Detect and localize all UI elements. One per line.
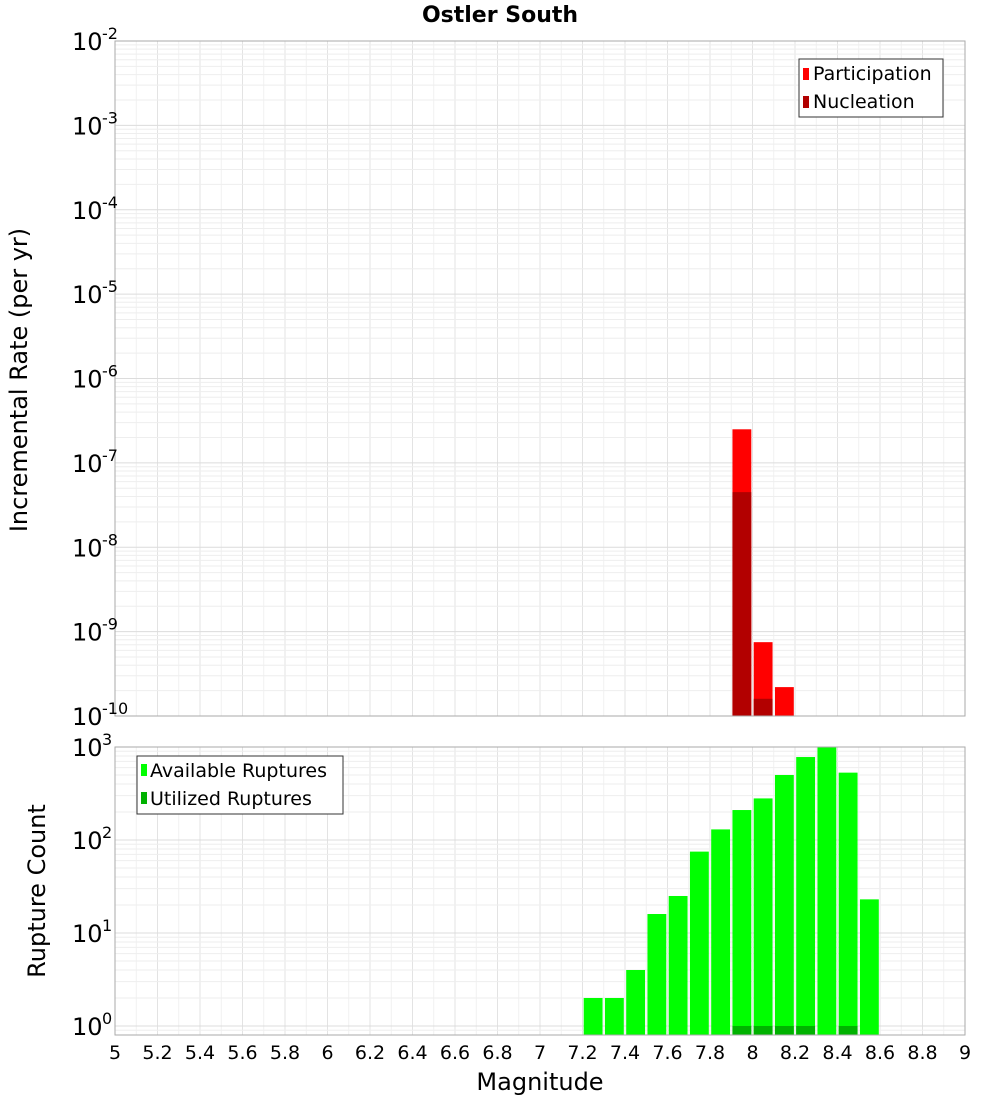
bottom-legend: Available Ruptures Utilized Ruptures	[136, 755, 344, 815]
top-y-axis-label: Incremental Rate (per yr)	[5, 228, 33, 532]
x-tick-label: 7.6	[652, 1042, 682, 1064]
legend-label-nucleation: Nucleation	[813, 91, 915, 113]
x-tick-labels: 5 5.2 5.4 5.6 5.8 6 6.2 6.4 6.6 6.8 7 7.2 7.4 7.6 7.8 8…	[109, 1042, 971, 1064]
legend-swatch-utilized-ruptures	[141, 792, 147, 804]
bottom-bar-available-ruptures	[604, 997, 624, 1035]
bottom-legend-box	[136, 755, 344, 815]
legend-swatch-available-ruptures	[141, 764, 147, 776]
bottom-plot-frame	[114, 746, 966, 1036]
bottom-bar-available-ruptures	[796, 757, 816, 1035]
top-bar-nucleation	[732, 492, 752, 716]
x-tick-label: 5	[109, 1042, 121, 1064]
top-ytick-label: 10	[72, 703, 103, 731]
top-plot-grid	[114, 40, 966, 717]
legend-label-utilized-ruptures: Utilized Ruptures	[150, 788, 312, 810]
top-ytick-exponent: -3	[102, 108, 118, 127]
x-tick-label: 7.4	[610, 1042, 640, 1064]
bottom-bar-utilized-ruptures	[774, 1025, 794, 1035]
chart-title: Ostler South	[422, 3, 578, 28]
x-tick-label: 6.6	[440, 1042, 470, 1064]
bottom-bar-available-ruptures	[626, 969, 646, 1035]
top-legend: Participation Nucleation	[798, 58, 944, 118]
bottom-ytick-label: 10	[72, 827, 103, 855]
top-ytick-exponent: -10	[102, 699, 128, 718]
x-tick-label: 8.6	[865, 1042, 895, 1064]
top-ytick-exponent: -8	[102, 530, 118, 549]
bottom-ytick-label: 10	[72, 1013, 103, 1041]
x-tick-label: 7.2	[567, 1042, 597, 1064]
top-ytick-exponent: -5	[102, 277, 118, 296]
bottom-bar-available-ruptures	[647, 914, 667, 1035]
top-legend-box	[798, 58, 944, 118]
bottom-bar-available-ruptures	[838, 772, 858, 1035]
x-axis-label: Magnitude	[476, 1068, 603, 1096]
top-plot-frame	[114, 40, 966, 717]
top-bar-participation	[774, 687, 794, 716]
bottom-ytick-exponent: 0	[102, 1009, 112, 1028]
x-tick-label: 6.4	[397, 1042, 427, 1064]
bottom-bar-utilized-ruptures	[838, 1025, 858, 1035]
bottom-bar-utilized-ruptures	[732, 1025, 752, 1035]
legend-swatch-participation	[803, 68, 809, 80]
bottom-bar-available-ruptures	[583, 997, 603, 1035]
top-ytick-label: 10	[72, 28, 103, 56]
top-ytick-label: 10	[72, 112, 103, 140]
x-tick-label: 7.8	[695, 1042, 725, 1064]
x-tick-label: 8	[746, 1042, 758, 1064]
bottom-y-axis-label: Rupture Count	[23, 804, 51, 978]
top-ytick-label: 10	[72, 281, 103, 309]
bottom-bar-available-ruptures	[859, 899, 879, 1035]
bottom-bar-utilized-ruptures	[796, 1025, 816, 1035]
x-tick-label: 6	[321, 1042, 333, 1064]
bottom-bar-available-ruptures	[817, 747, 837, 1035]
x-tick-label: 5.6	[227, 1042, 257, 1064]
bottom-bar-available-ruptures	[689, 851, 709, 1035]
top-ytick-label: 10	[72, 450, 103, 478]
x-tick-label: 6.8	[482, 1042, 512, 1064]
top-ytick-exponent: -4	[102, 193, 118, 212]
bottom-bar-available-ruptures	[774, 774, 794, 1035]
top-ytick-label: 10	[72, 197, 103, 225]
top-ytick-exponent: -9	[102, 615, 118, 634]
bottom-ytick-label: 10	[72, 734, 103, 762]
bottom-bar-available-ruptures	[711, 829, 731, 1035]
top-plot-bars	[732, 429, 794, 716]
bottom-ytick-label: 10	[72, 920, 103, 948]
top-bar-nucleation	[753, 698, 773, 716]
top-ytick-exponent: -6	[102, 362, 118, 381]
bottom-ytick-exponent: 1	[102, 916, 112, 935]
legend-label-participation: Participation	[813, 63, 932, 85]
top-ytick-label: 10	[72, 534, 103, 562]
x-tick-label: 9	[959, 1042, 971, 1064]
legend-swatch-nucleation	[803, 96, 809, 108]
legend-label-available-ruptures: Available Ruptures	[150, 760, 327, 782]
bottom-bar-utilized-ruptures	[753, 1025, 773, 1035]
top-bar-participation	[753, 642, 773, 716]
x-tick-label: 6.2	[355, 1042, 385, 1064]
top-ytick-exponent: -2	[102, 24, 118, 43]
top-ytick-label: 10	[72, 366, 103, 394]
x-tick-label: 8.2	[780, 1042, 810, 1064]
x-tick-label: 8.8	[907, 1042, 937, 1064]
bottom-bar-available-ruptures	[753, 798, 773, 1035]
x-tick-label: 5.4	[185, 1042, 215, 1064]
bottom-bar-available-ruptures	[732, 810, 752, 1035]
bottom-bar-available-ruptures	[668, 895, 688, 1035]
x-tick-label: 5.2	[142, 1042, 172, 1064]
x-tick-label: 5.8	[270, 1042, 300, 1064]
x-tick-label: 8.4	[822, 1042, 852, 1064]
bottom-ytick-exponent: 2	[102, 823, 112, 842]
bottom-plot-bars	[583, 747, 879, 1035]
bottom-ytick-exponent: 3	[102, 730, 112, 749]
top-ytick-exponent: -7	[102, 446, 118, 465]
top-ytick-label: 10	[72, 619, 103, 647]
x-tick-label: 7	[534, 1042, 546, 1064]
